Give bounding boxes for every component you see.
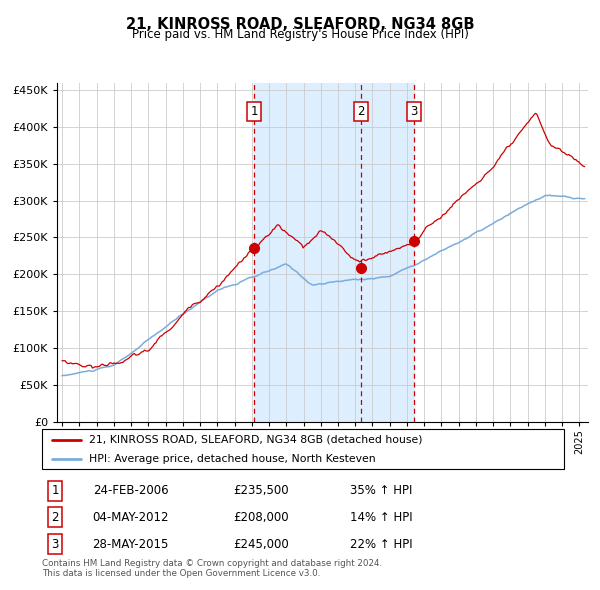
Text: 21, KINROSS ROAD, SLEAFORD, NG34 8GB: 21, KINROSS ROAD, SLEAFORD, NG34 8GB <box>126 17 474 31</box>
Text: 04-MAY-2012: 04-MAY-2012 <box>92 511 169 524</box>
Text: 2: 2 <box>358 105 365 118</box>
Text: 2: 2 <box>52 511 59 524</box>
Text: 24-FEB-2006: 24-FEB-2006 <box>93 484 169 497</box>
Text: 1: 1 <box>52 484 59 497</box>
Text: Contains HM Land Registry data © Crown copyright and database right 2024.: Contains HM Land Registry data © Crown c… <box>42 559 382 568</box>
FancyBboxPatch shape <box>42 429 564 469</box>
Text: 22% ↑ HPI: 22% ↑ HPI <box>350 537 413 550</box>
Text: 3: 3 <box>410 105 418 118</box>
Text: Price paid vs. HM Land Registry's House Price Index (HPI): Price paid vs. HM Land Registry's House … <box>131 28 469 41</box>
Text: £245,000: £245,000 <box>233 537 289 550</box>
Text: 28-MAY-2015: 28-MAY-2015 <box>92 537 169 550</box>
Text: £208,000: £208,000 <box>233 511 289 524</box>
Bar <box>254 83 414 422</box>
Text: 14% ↑ HPI: 14% ↑ HPI <box>350 511 413 524</box>
Text: This data is licensed under the Open Government Licence v3.0.: This data is licensed under the Open Gov… <box>42 569 320 578</box>
Text: 35% ↑ HPI: 35% ↑ HPI <box>350 484 412 497</box>
Text: 3: 3 <box>52 537 59 550</box>
Text: HPI: Average price, detached house, North Kesteven: HPI: Average price, detached house, Nort… <box>89 454 376 464</box>
Text: 1: 1 <box>250 105 258 118</box>
Text: £235,500: £235,500 <box>233 484 289 497</box>
Text: 21, KINROSS ROAD, SLEAFORD, NG34 8GB (detached house): 21, KINROSS ROAD, SLEAFORD, NG34 8GB (de… <box>89 435 422 445</box>
